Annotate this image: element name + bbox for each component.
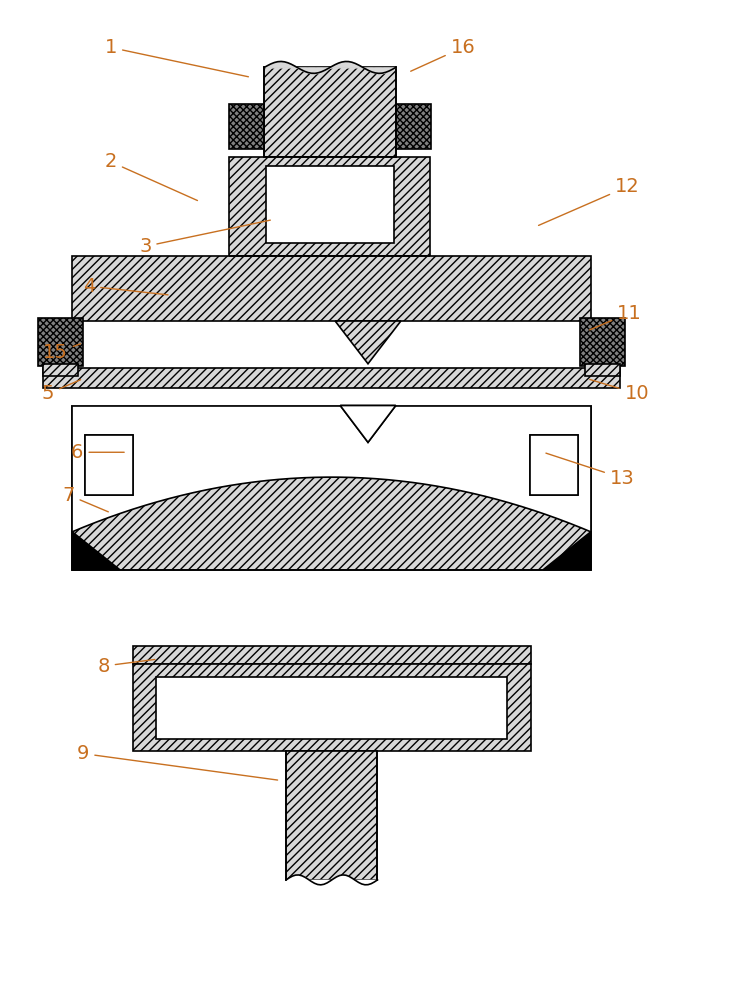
Text: 12: 12 bbox=[539, 177, 640, 225]
Bar bbox=[530, 435, 578, 495]
Polygon shape bbox=[543, 532, 591, 570]
Text: 5: 5 bbox=[42, 380, 80, 403]
Bar bbox=[72, 406, 591, 570]
Bar bbox=[85, 435, 132, 495]
Bar bbox=[72, 256, 591, 321]
Text: 9: 9 bbox=[77, 744, 277, 780]
Bar bbox=[264, 67, 396, 157]
Text: 7: 7 bbox=[63, 486, 108, 512]
Bar bbox=[396, 104, 431, 149]
Text: 2: 2 bbox=[105, 152, 197, 201]
Bar bbox=[38, 318, 83, 366]
Text: 13: 13 bbox=[546, 453, 634, 488]
Text: 11: 11 bbox=[590, 304, 642, 330]
Bar bbox=[266, 166, 394, 243]
Bar bbox=[530, 435, 578, 495]
Polygon shape bbox=[340, 406, 396, 442]
Bar bbox=[580, 318, 625, 366]
Bar bbox=[229, 157, 430, 256]
Text: 16: 16 bbox=[411, 38, 475, 71]
Text: 4: 4 bbox=[82, 277, 168, 296]
Bar bbox=[132, 664, 531, 751]
Bar bbox=[72, 406, 591, 570]
Bar bbox=[132, 646, 531, 664]
Text: 3: 3 bbox=[139, 220, 270, 256]
Polygon shape bbox=[335, 321, 401, 364]
Text: 10: 10 bbox=[590, 379, 649, 403]
Bar bbox=[156, 677, 507, 739]
Bar bbox=[43, 368, 620, 388]
Text: 8: 8 bbox=[97, 657, 155, 676]
Polygon shape bbox=[72, 532, 120, 570]
Bar bbox=[85, 435, 132, 495]
Polygon shape bbox=[72, 406, 591, 532]
Text: 6: 6 bbox=[71, 443, 124, 462]
Text: 15: 15 bbox=[43, 343, 80, 362]
Bar bbox=[286, 751, 378, 880]
Polygon shape bbox=[340, 406, 396, 442]
Bar bbox=[585, 364, 620, 376]
Bar bbox=[43, 364, 78, 376]
Bar bbox=[229, 104, 264, 149]
Text: 1: 1 bbox=[105, 38, 249, 77]
